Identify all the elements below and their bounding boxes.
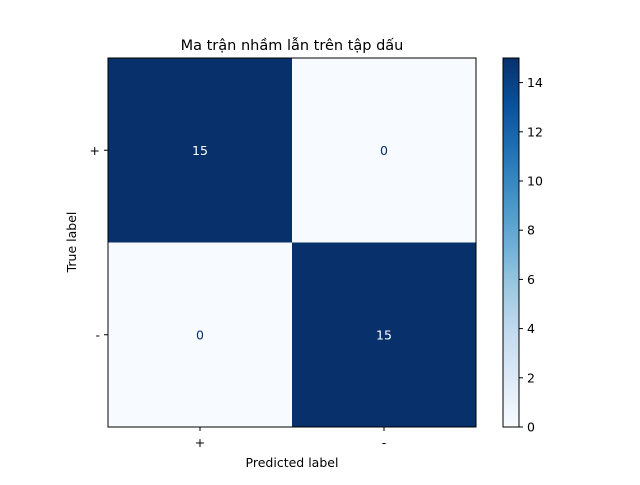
colorbar-tick-label: 6 xyxy=(527,272,535,287)
x-axis-label: Predicted label xyxy=(246,455,339,470)
colorbar-frame xyxy=(502,57,520,428)
colorbar-ticks: 0 2 4 6 8 10 12 14 xyxy=(519,75,543,435)
colorbar-gradient xyxy=(503,58,519,427)
colorbar-tick-label: 2 xyxy=(527,370,535,385)
cell-value-label: 0 xyxy=(380,143,388,158)
y-axis-label: True label xyxy=(64,212,79,274)
cell-value-label: 15 xyxy=(192,143,208,158)
colorbar-tick-label: 8 xyxy=(527,223,535,238)
matrix-cell xyxy=(292,58,476,243)
colorbar-tick-label: 14 xyxy=(527,75,543,90)
x-tick-label: - xyxy=(382,435,387,450)
matrix-cells: 15 0 0 15 xyxy=(108,58,476,427)
colorbar-tick-label: 4 xyxy=(527,321,535,336)
matrix-cell xyxy=(108,58,292,243)
cell-value-label: 0 xyxy=(196,327,204,342)
matrix-frame xyxy=(107,57,477,428)
chart-title: Ma trận nhầm lẫn trên tập dấu xyxy=(181,37,404,54)
y-axis-ticks: +- xyxy=(90,143,108,342)
matrix-cell xyxy=(108,242,292,427)
cell-value-label: 15 xyxy=(376,327,392,342)
colorbar-tick-label: 12 xyxy=(527,124,543,139)
matrix-cell xyxy=(292,242,476,427)
x-tick-label: + xyxy=(195,435,205,450)
colorbar-tick-label: 10 xyxy=(527,174,543,189)
y-tick-label: - xyxy=(95,327,100,342)
x-axis-ticks: + - xyxy=(195,427,387,450)
y-tick-label: + xyxy=(90,143,100,158)
colorbar-tick-label: 0 xyxy=(527,420,535,435)
